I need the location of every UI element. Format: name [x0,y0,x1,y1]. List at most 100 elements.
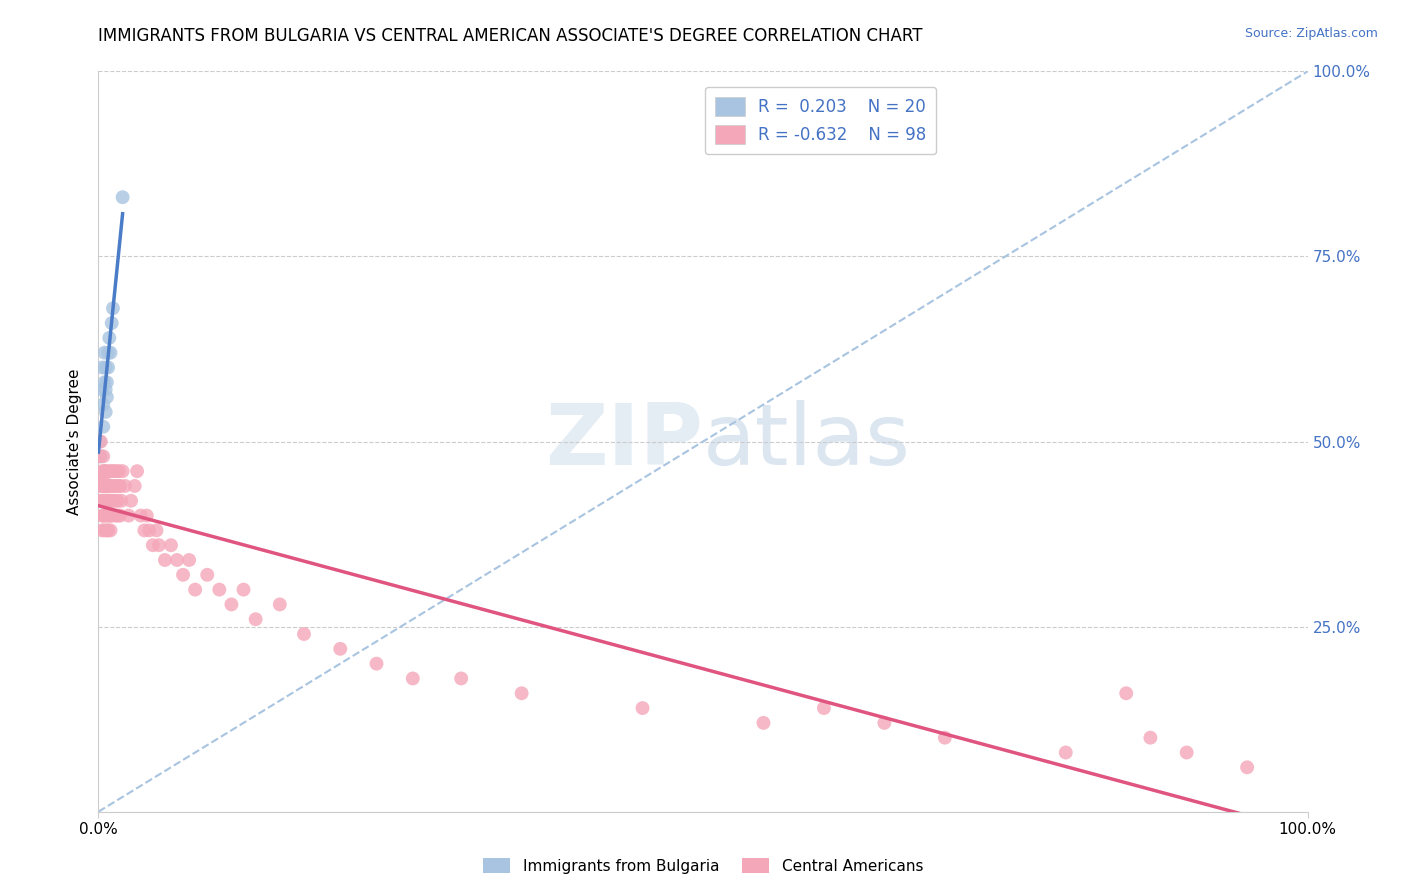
Point [100,464,122,478]
Point [97,345,120,359]
Point [91,493,114,508]
Point [103,479,125,493]
Point [91,471,114,485]
Point [510,686,533,700]
Point [1236,760,1258,774]
Point [108,479,131,493]
Point [100,508,122,523]
Point [329,641,352,656]
Point [108,508,131,523]
Point [104,508,127,523]
Point [93,479,115,493]
Point [97,479,120,493]
Point [93,524,115,538]
Point [98,493,121,508]
Point [97,360,120,375]
Point [107,493,129,508]
Point [166,553,188,567]
Point [245,612,267,626]
Point [94,508,117,523]
Point [100,479,122,493]
Point [96,493,118,508]
Point [90,450,112,464]
Legend: R =  0.203    N = 20, R = -0.632    N = 98: R = 0.203 N = 20, R = -0.632 N = 98 [704,87,936,154]
Point [89,493,111,508]
Point [221,598,243,612]
Point [1139,731,1161,745]
Point [100,316,122,330]
Point [813,701,835,715]
Point [208,582,231,597]
Text: ZIP: ZIP [546,400,703,483]
Point [93,376,115,390]
Point [101,479,124,493]
Point [160,538,183,552]
Point [101,301,124,316]
Point [105,479,128,493]
Point [94,464,117,478]
Point [90,434,112,449]
Point [179,553,201,567]
Point [97,493,120,508]
Point [402,672,425,686]
Point [94,383,117,397]
Point [91,508,114,523]
Point [934,731,956,745]
Point [98,331,121,345]
Point [93,508,115,523]
Point [124,479,146,493]
Point [232,582,254,597]
Point [94,405,117,419]
Point [1115,686,1137,700]
Point [103,464,125,478]
Point [93,345,115,359]
Point [153,553,176,567]
Point [145,524,167,538]
Point [142,538,165,552]
Point [91,479,114,493]
Point [94,493,117,508]
Point [96,464,118,478]
Point [90,479,112,493]
Point [91,493,114,508]
Point [111,464,134,478]
Text: IMMIGRANTS FROM BULGARIA VS CENTRAL AMERICAN ASSOCIATE'S DEGREE CORRELATION CHAR: IMMIGRANTS FROM BULGARIA VS CENTRAL AMER… [98,27,922,45]
Point [148,538,170,552]
Point [91,464,114,478]
Point [100,524,122,538]
Point [101,493,124,508]
Point [94,479,117,493]
Point [91,398,114,412]
Point [108,464,131,478]
Point [91,479,114,493]
Point [172,567,194,582]
Point [118,508,141,523]
Point [114,479,136,493]
Point [184,582,207,597]
Point [1175,746,1198,760]
Point [98,508,121,523]
Point [100,493,122,508]
Point [127,464,149,478]
Point [91,508,114,523]
Point [120,493,142,508]
Point [90,471,112,485]
Point [110,493,132,508]
Point [873,715,896,730]
Point [292,627,315,641]
Y-axis label: Associate's Degree: Associate's Degree [67,368,83,515]
Point [269,598,291,612]
Point [97,508,120,523]
Point [91,524,114,538]
Point [96,479,118,493]
Legend: Immigrants from Bulgaria, Central Americans: Immigrants from Bulgaria, Central Americ… [477,852,929,880]
Text: Source: ZipAtlas.com: Source: ZipAtlas.com [1244,27,1378,40]
Text: atlas: atlas [703,400,911,483]
Point [1054,746,1077,760]
Point [93,464,115,478]
Point [96,376,118,390]
Point [107,508,129,523]
Point [100,345,122,359]
Point [89,434,111,449]
Point [138,524,160,538]
